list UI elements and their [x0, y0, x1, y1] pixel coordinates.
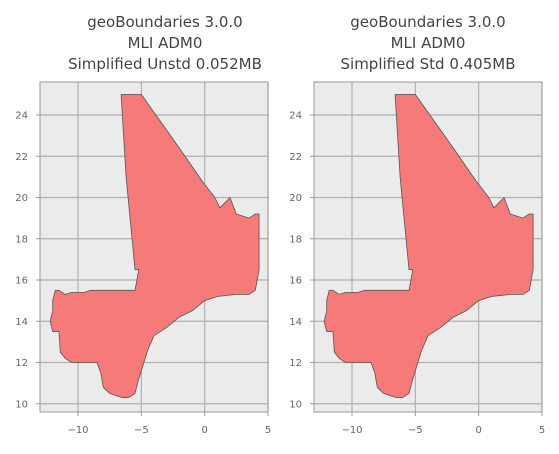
x-tick-label: −5: [134, 425, 149, 436]
panel-1-title-line-3: Simplified Unstd 0.052MB: [68, 55, 262, 73]
panel-1-shape-layer: [49, 94, 260, 399]
y-tick-label: 22: [15, 152, 28, 163]
panel-2-title-line-3: Simplified Std 0.405MB: [341, 55, 516, 73]
panel-1-x-ticks: −10 −5 0 5: [67, 412, 271, 436]
y-tick-label: 18: [289, 234, 302, 245]
panel-2-title-line-1: geoBoundaries 3.0.0: [350, 13, 505, 31]
panel-1-title-line-2: MLI ADM0: [128, 34, 203, 52]
panel-1-y-ticks: 10 12 14 16 18 20 22 24: [15, 111, 40, 410]
panel-2-shape-layer: [323, 94, 534, 399]
y-tick-label: 10: [289, 399, 302, 410]
y-tick-label: 14: [15, 317, 28, 328]
y-tick-label: 16: [289, 276, 302, 287]
y-tick-label: 18: [15, 234, 28, 245]
x-tick-label: 0: [201, 425, 207, 436]
x-tick-label: −10: [341, 425, 362, 436]
y-tick-label: 10: [15, 399, 28, 410]
panel-1-title-line-1: geoBoundaries 3.0.0: [87, 13, 242, 31]
country-shape: [49, 94, 260, 399]
y-tick-label: 14: [289, 317, 302, 328]
x-tick-label: 5: [539, 425, 545, 436]
y-tick-label: 16: [15, 276, 28, 287]
y-tick-label: 12: [15, 358, 28, 369]
y-tick-label: 12: [289, 358, 302, 369]
y-tick-label: 20: [15, 193, 28, 204]
panel-2-y-ticks: 10 12 14 16 18 20 22 24: [289, 111, 314, 410]
x-tick-label: −10: [67, 425, 88, 436]
x-tick-label: 0: [475, 425, 481, 436]
y-tick-label: 20: [289, 193, 302, 204]
panel-1-frame: [39, 81, 269, 413]
panel-2-title-line-2: MLI ADM0: [391, 34, 466, 52]
panel-2-x-ticks: −10 −5 0 5: [341, 412, 545, 436]
country-shape: [323, 94, 534, 399]
y-tick-label: 24: [15, 111, 28, 122]
panel-2-frame: [313, 81, 543, 413]
x-tick-label: −5: [408, 425, 423, 436]
map-panel-1: geoBoundaries 3.0.0 MLI ADM0 Simplified …: [15, 13, 271, 436]
x-tick-label: 5: [265, 425, 271, 436]
map-panel-2: geoBoundaries 3.0.0 MLI ADM0 Simplified …: [289, 13, 545, 436]
y-tick-label: 24: [289, 111, 302, 122]
y-tick-label: 22: [289, 152, 302, 163]
